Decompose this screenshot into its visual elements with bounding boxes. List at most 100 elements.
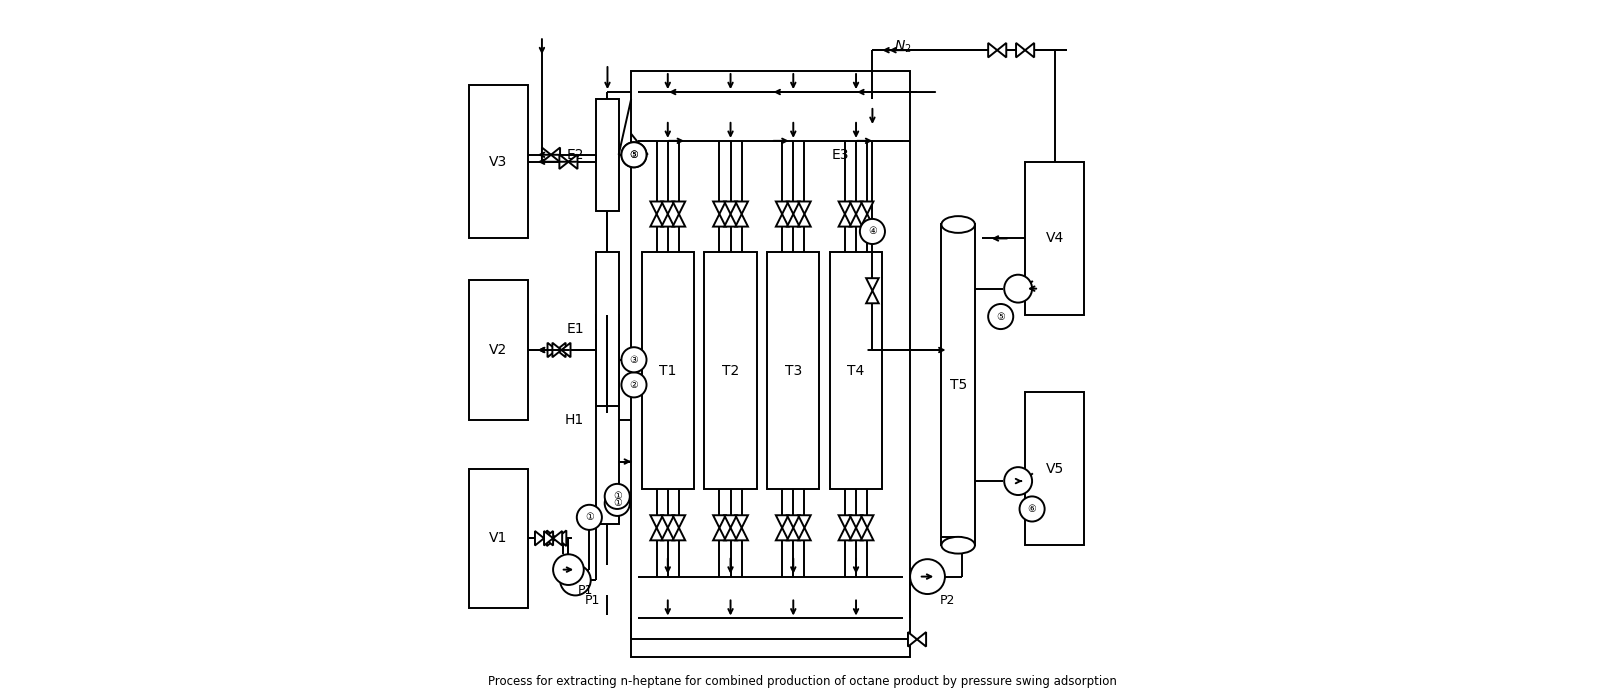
Polygon shape bbox=[866, 290, 879, 303]
Polygon shape bbox=[799, 214, 810, 227]
Polygon shape bbox=[650, 515, 662, 528]
Polygon shape bbox=[861, 214, 874, 227]
Circle shape bbox=[1004, 467, 1031, 495]
Text: H1: H1 bbox=[565, 413, 584, 427]
Text: P1: P1 bbox=[577, 584, 593, 597]
Polygon shape bbox=[714, 515, 725, 528]
Polygon shape bbox=[788, 515, 799, 528]
Polygon shape bbox=[560, 155, 568, 169]
Bar bbox=[597, 99, 619, 211]
Polygon shape bbox=[776, 214, 789, 227]
Polygon shape bbox=[661, 528, 674, 540]
Bar bbox=[597, 315, 619, 524]
Polygon shape bbox=[557, 343, 566, 357]
Polygon shape bbox=[850, 214, 863, 227]
Text: ①: ① bbox=[585, 512, 593, 522]
Circle shape bbox=[560, 565, 590, 596]
Polygon shape bbox=[561, 343, 571, 357]
Polygon shape bbox=[547, 531, 557, 546]
Polygon shape bbox=[850, 528, 863, 540]
Text: ⑤: ⑤ bbox=[630, 150, 638, 160]
Ellipse shape bbox=[942, 537, 975, 554]
Text: V5: V5 bbox=[1046, 461, 1063, 475]
Polygon shape bbox=[725, 528, 736, 540]
Polygon shape bbox=[839, 214, 852, 227]
Polygon shape bbox=[799, 202, 810, 214]
Bar bbox=[861, 99, 884, 211]
Bar bbox=[642, 253, 695, 489]
Text: ①: ① bbox=[613, 498, 622, 508]
Polygon shape bbox=[788, 214, 799, 227]
Polygon shape bbox=[672, 214, 685, 227]
Polygon shape bbox=[1025, 43, 1035, 57]
Polygon shape bbox=[552, 148, 560, 162]
Polygon shape bbox=[735, 202, 747, 214]
Polygon shape bbox=[839, 528, 852, 540]
Text: P1: P1 bbox=[585, 594, 600, 608]
Circle shape bbox=[577, 505, 602, 530]
Text: E2: E2 bbox=[566, 148, 584, 162]
Polygon shape bbox=[850, 515, 863, 528]
Polygon shape bbox=[839, 515, 852, 528]
Polygon shape bbox=[650, 202, 662, 214]
Polygon shape bbox=[568, 155, 577, 169]
Polygon shape bbox=[714, 528, 725, 540]
Circle shape bbox=[621, 142, 646, 167]
Circle shape bbox=[1004, 274, 1031, 302]
Polygon shape bbox=[917, 632, 926, 647]
Polygon shape bbox=[725, 515, 736, 528]
Text: E3: E3 bbox=[831, 148, 849, 162]
Polygon shape bbox=[788, 528, 799, 540]
Circle shape bbox=[621, 142, 646, 167]
Polygon shape bbox=[714, 214, 725, 227]
Text: T5: T5 bbox=[950, 378, 967, 392]
Polygon shape bbox=[839, 202, 852, 214]
Polygon shape bbox=[1015, 43, 1025, 57]
Text: ③: ③ bbox=[630, 355, 638, 365]
Text: T3: T3 bbox=[784, 364, 802, 378]
Bar bbox=[632, 71, 909, 657]
Circle shape bbox=[605, 491, 630, 516]
Text: P2: P2 bbox=[940, 594, 954, 608]
Text: E1: E1 bbox=[566, 322, 584, 336]
Text: ②: ② bbox=[630, 380, 638, 390]
Polygon shape bbox=[788, 202, 799, 214]
Text: ①: ① bbox=[613, 491, 622, 501]
Text: T1: T1 bbox=[659, 364, 677, 378]
Bar bbox=[1025, 392, 1084, 545]
Polygon shape bbox=[866, 278, 879, 290]
Polygon shape bbox=[542, 148, 552, 162]
Polygon shape bbox=[725, 202, 736, 214]
Polygon shape bbox=[544, 531, 553, 545]
Circle shape bbox=[621, 347, 646, 372]
Text: V4: V4 bbox=[1046, 232, 1063, 246]
Polygon shape bbox=[776, 202, 789, 214]
Bar bbox=[468, 280, 528, 420]
Polygon shape bbox=[661, 214, 674, 227]
Polygon shape bbox=[735, 528, 747, 540]
Circle shape bbox=[988, 304, 1014, 329]
Polygon shape bbox=[776, 515, 789, 528]
Bar bbox=[1025, 162, 1084, 315]
Polygon shape bbox=[661, 202, 674, 214]
Bar bbox=[942, 225, 975, 545]
Polygon shape bbox=[557, 531, 566, 546]
Circle shape bbox=[1020, 496, 1044, 522]
Text: ⑤: ⑤ bbox=[630, 150, 638, 160]
Polygon shape bbox=[861, 515, 874, 528]
Polygon shape bbox=[547, 343, 557, 357]
Polygon shape bbox=[735, 515, 747, 528]
Circle shape bbox=[909, 559, 945, 594]
Text: T2: T2 bbox=[722, 364, 739, 378]
Polygon shape bbox=[988, 43, 998, 57]
Polygon shape bbox=[672, 528, 685, 540]
Polygon shape bbox=[799, 528, 810, 540]
Text: ⑤: ⑤ bbox=[996, 312, 1006, 321]
Polygon shape bbox=[553, 531, 561, 545]
Text: V1: V1 bbox=[489, 531, 507, 545]
Text: ④: ④ bbox=[868, 227, 877, 237]
Bar bbox=[597, 253, 619, 406]
Circle shape bbox=[860, 219, 885, 244]
Polygon shape bbox=[536, 531, 544, 545]
Polygon shape bbox=[735, 214, 747, 227]
